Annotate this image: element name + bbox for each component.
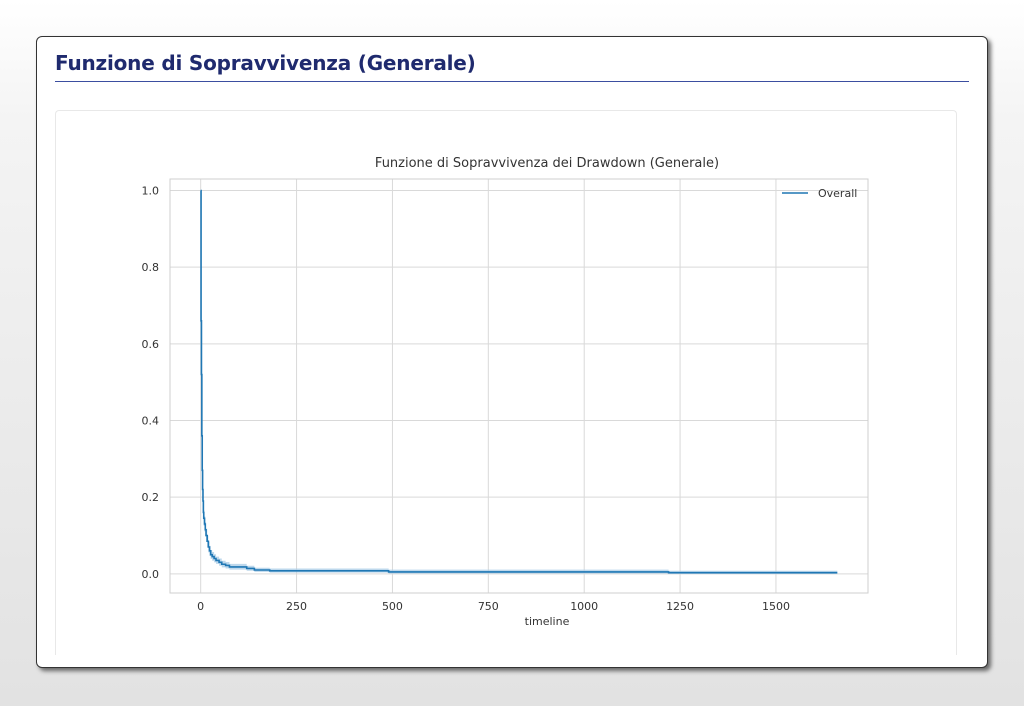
grid-layer (170, 179, 868, 593)
y-tick-label: 0.6 (142, 338, 160, 351)
y-tick-layer: 0.0 0.2 0.4 0.6 0.8 1.0 (142, 185, 160, 581)
survival-line-overall (200, 189, 838, 574)
x-tick-label: 1000 (570, 600, 598, 613)
x-tick-label: 0 (197, 600, 204, 613)
page-title: Funzione di Sopravvivenza (Generale) (55, 51, 476, 75)
legend: Overall (782, 187, 857, 200)
x-tick-label: 500 (382, 600, 403, 613)
survival-chart: 0 250 500 750 1000 1250 1500 0.0 0.2 0.4 0.6 0.8 1.… (142, 156, 869, 628)
chart-title: Funzione di Sopravvivenza dei Drawdown (… (375, 156, 719, 171)
legend-label-overall: Overall (818, 187, 857, 200)
x-tick-layer: 0 250 500 750 1000 1250 1500 (197, 600, 790, 613)
x-axis-label: timeline (525, 615, 570, 628)
x-tick-label: 250 (286, 600, 307, 613)
y-tick-label: 0.8 (142, 261, 160, 274)
x-tick-label: 1250 (666, 600, 694, 613)
chart-panel: 0 250 500 750 1000 1250 1500 0.0 0.2 0.4 0.6 0.8 1.… (55, 110, 957, 655)
y-tick-label: 1.0 (142, 185, 160, 198)
y-tick-label: 0.2 (142, 491, 160, 504)
survival-line-layer (200, 189, 838, 574)
x-tick-label: 750 (478, 600, 499, 613)
y-tick-label: 0.0 (142, 568, 160, 581)
plot-frame (169, 178, 869, 594)
survival-card: Funzione di Sopravvivenza (Generale) 0 25… (36, 36, 988, 668)
y-tick-label: 0.4 (142, 415, 160, 428)
title-divider (55, 81, 969, 82)
x-tick-label: 1500 (762, 600, 790, 613)
